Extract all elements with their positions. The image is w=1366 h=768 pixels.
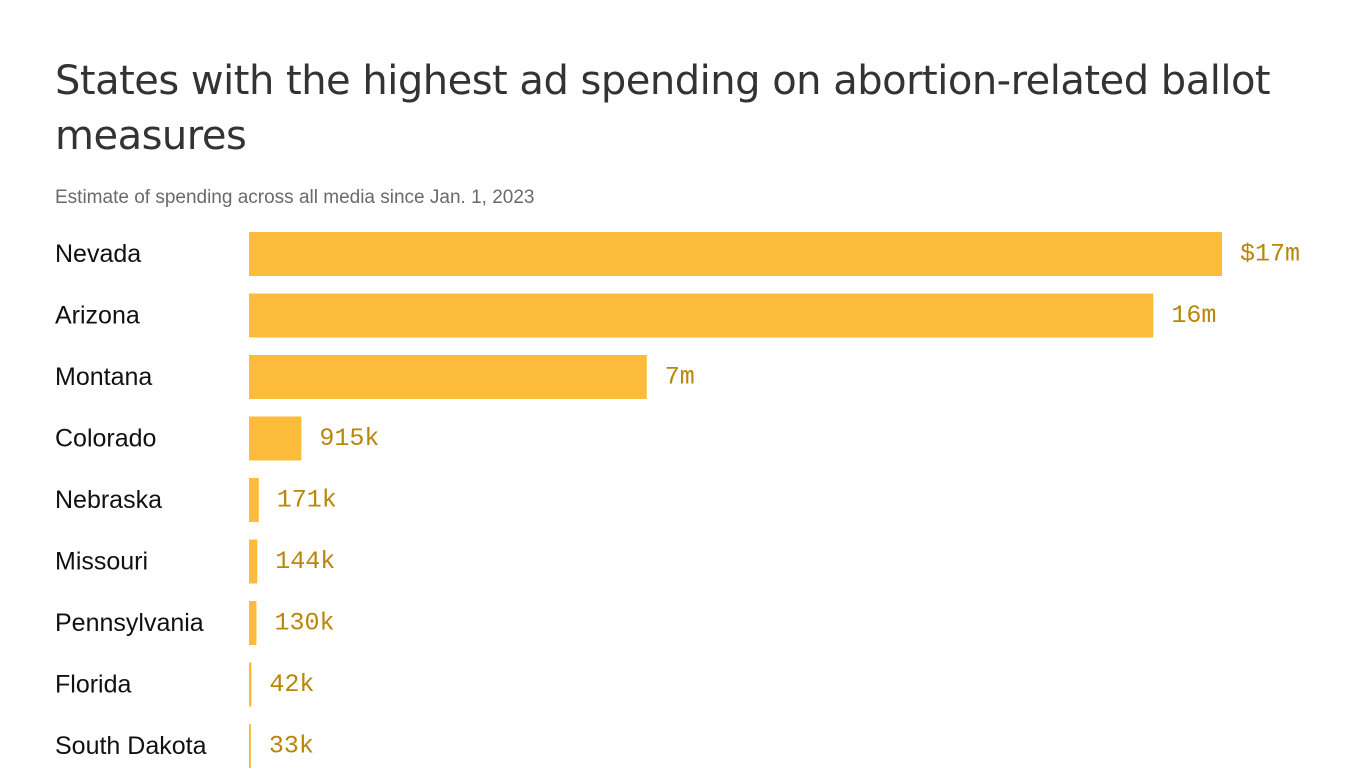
category-label: Pennsylvania: [55, 609, 204, 637]
bar: [249, 355, 647, 399]
bar: [249, 416, 302, 461]
value-label: 7m: [665, 363, 695, 392]
bar: [249, 232, 1222, 276]
bar: [249, 601, 257, 645]
bar: [249, 478, 259, 522]
value-label: 130k: [274, 609, 334, 638]
bar: [249, 293, 1154, 338]
category-label: South Dakota: [55, 732, 207, 760]
category-label: Montana: [55, 363, 152, 391]
category-label: Missouri: [55, 548, 148, 576]
category-label: Florida: [55, 671, 132, 699]
bar: [249, 662, 252, 707]
bar: [249, 724, 251, 768]
category-label: Arizona: [55, 302, 140, 330]
value-label: 16m: [1171, 301, 1216, 330]
bar: [249, 539, 258, 584]
chart-title: States with the highest ad spending on a…: [55, 58, 1271, 159]
chart-subtitle: Estimate of spending across all media si…: [55, 187, 535, 208]
category-label: Nebraska: [55, 486, 162, 514]
value-label: 144k: [275, 547, 335, 576]
value-label: 42k: [269, 670, 314, 699]
category-label: Nevada: [55, 240, 141, 268]
value-label: $17m: [1240, 240, 1300, 269]
value-label: 915k: [319, 424, 379, 453]
category-label: Colorado: [55, 425, 156, 453]
value-label: 33k: [269, 732, 314, 761]
value-label: 171k: [277, 486, 337, 515]
